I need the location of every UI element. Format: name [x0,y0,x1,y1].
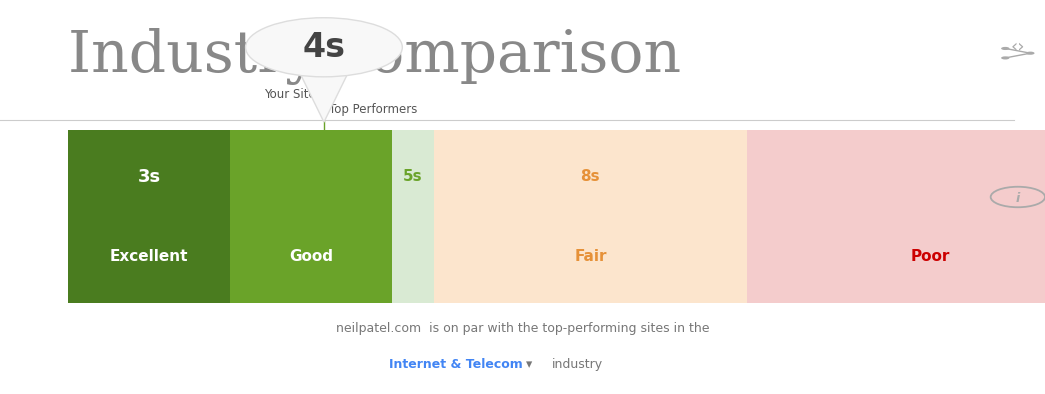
Text: 8s: 8s [581,169,600,184]
FancyBboxPatch shape [392,130,434,303]
Text: Fair: Fair [574,249,607,264]
Text: Good: Good [288,249,333,264]
FancyBboxPatch shape [434,130,747,303]
FancyBboxPatch shape [68,130,230,303]
Text: 3s: 3s [137,168,161,186]
Text: industry: industry [552,358,603,371]
Text: ‹›: ‹› [1011,38,1025,56]
Text: 5s: 5s [403,169,422,184]
FancyBboxPatch shape [230,130,392,303]
Circle shape [1001,47,1009,50]
Circle shape [1001,56,1009,59]
Text: 4s: 4s [302,31,346,64]
Text: i: i [1016,193,1020,205]
Circle shape [246,18,402,77]
Text: Internet & Telecom: Internet & Telecom [389,358,522,371]
Circle shape [1026,52,1035,55]
Text: Excellent: Excellent [110,249,188,264]
Text: neilpatel.com  is on par with the top-performing sites in the: neilpatel.com is on par with the top-per… [335,323,710,335]
Text: Industry comparison: Industry comparison [68,28,681,85]
Text: Top Performers: Top Performers [329,103,418,116]
FancyBboxPatch shape [747,130,1045,303]
Polygon shape [299,71,349,122]
Text: Your Site: Your Site [263,88,316,101]
Text: ▾: ▾ [522,358,533,371]
Text: Poor: Poor [910,249,950,264]
